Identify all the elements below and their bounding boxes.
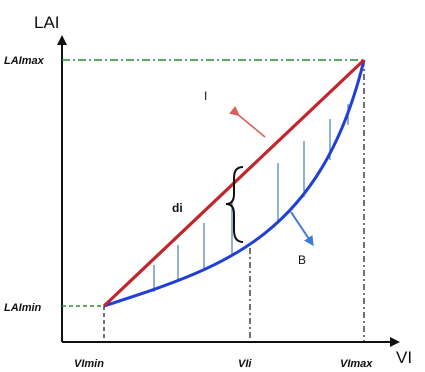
blue-arrow	[290, 211, 314, 247]
curve-b-label: B	[298, 253, 306, 267]
vi-max-label: VImax	[340, 358, 373, 370]
x-axis-label: VI	[396, 348, 412, 367]
line-i-label: I	[204, 89, 207, 103]
lai-max-label: LAImax	[4, 55, 45, 67]
lai-min-label: LAImin	[4, 302, 42, 314]
vi-min-label: VImin	[74, 358, 104, 370]
hatch-lines	[153, 104, 349, 292]
curve-b	[103, 59, 366, 308]
distance-brace	[225, 166, 244, 243]
vi-i-label: VIi	[238, 358, 252, 370]
y-axis-label: LAI	[34, 13, 60, 32]
distance-label: di	[172, 201, 183, 215]
red-arrow	[228, 105, 266, 138]
